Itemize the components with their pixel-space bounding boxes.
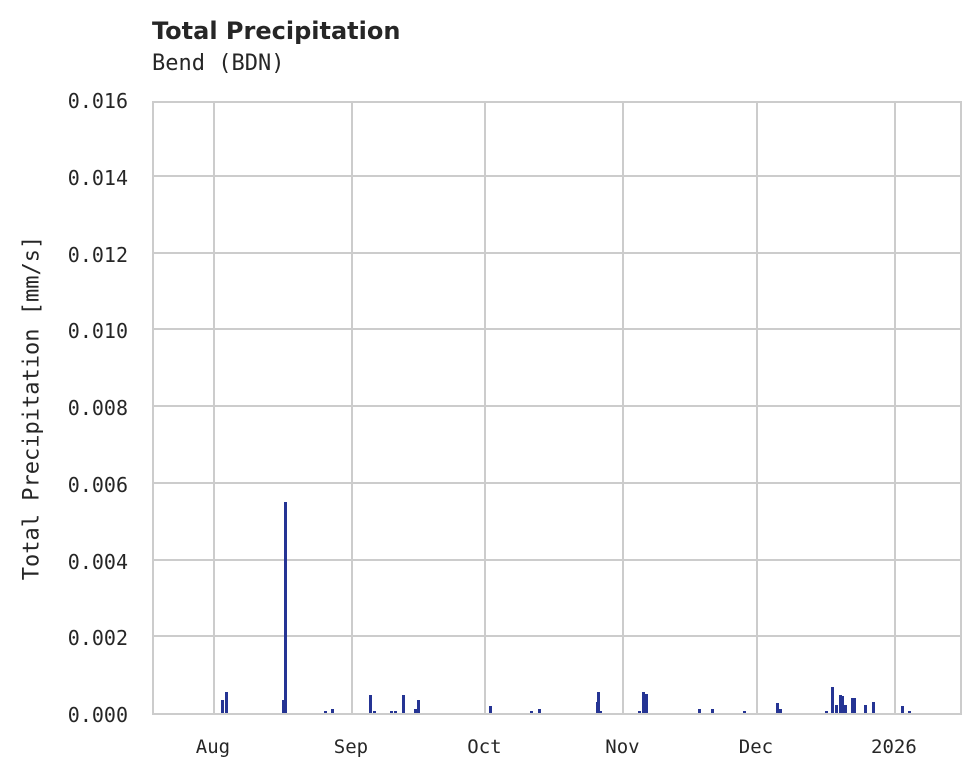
precipitation-bar [596,691,600,713]
x-tick-label: Sep [333,736,369,758]
x-tick-label: 2026 [871,736,917,758]
x-gridline [484,103,487,713]
y-gridline [154,635,960,638]
chart-title: Total Precipitation [152,17,401,45]
precipitation-bar [778,709,782,713]
precipitation-bar [284,501,288,713]
x-gridline [622,103,625,713]
precipitation-bar [538,709,542,713]
y-tick-label: 0.010 [67,319,128,344]
precipitation-bar [908,711,912,713]
x-tick-label: Dec [738,736,774,758]
precipitation-bar [851,697,855,713]
precipitation-bar [645,693,648,713]
precipitation-bar [281,699,285,713]
y-gridline [154,174,960,177]
precipitation-bar [414,709,418,713]
y-tick-label: 0.012 [67,242,128,267]
y-tick-label: 0.006 [67,472,128,497]
precipitation-bar [871,702,875,713]
precipitation-bar [369,694,373,713]
plot-area [152,101,962,715]
precipitation-bar [840,695,844,713]
x-gridline [212,103,215,713]
precipitation-bar [389,711,393,713]
x-gridline [893,103,896,713]
x-tick-label: Nov [605,736,640,758]
x-gridline [755,103,758,713]
precipitation-bar [839,694,843,713]
y-gridline [154,405,960,407]
precipitation-bar [863,705,867,713]
precipitation-bar [843,705,847,713]
precipitation-bar [697,709,701,713]
precipitation-bar [710,709,714,713]
precipitation-bar [825,711,829,713]
y-tick-label: 0.004 [67,549,128,574]
precipitation-bar [394,711,397,713]
y-tick-label: 0.016 [67,89,128,113]
y-tick-label: 0.002 [67,626,128,651]
precipitation-bar [330,709,334,713]
y-tick-label: 0.000 [67,703,128,727]
y-gridline [154,481,960,484]
precipitation-bar [488,706,492,713]
precipitation-bar [402,694,405,713]
precipitation-bar [641,691,645,713]
precipitation-bar [373,711,377,713]
precipitation-bar [324,711,328,713]
y-gridline [154,558,960,561]
precipitation-bar [220,699,224,713]
x-gridline [350,103,353,713]
y-gridline [154,328,960,331]
x-tick-label: Oct [467,736,502,758]
precipitation-bar [835,705,839,713]
precipitation-bar [637,711,641,713]
y-tick-label: 0.014 [67,165,128,190]
chart-subtitle: Bend (BDN) [152,51,285,76]
precipitation-bar [775,703,779,713]
precipitation-bar [599,711,603,713]
precipitation-bar [742,711,746,713]
precipitation-bar [417,699,421,713]
x-tick-label: Aug [195,736,231,758]
precipitation-bar [900,706,904,713]
precipitation-bar [224,691,228,713]
y-gridline [154,251,960,254]
y-axis-label: Total Precipitation [mm/s] [19,235,45,581]
precipitation-bar [831,686,835,713]
precipitation-bar [852,698,856,713]
y-tick-label: 0.008 [67,396,128,420]
precipitation-bar [530,711,534,713]
